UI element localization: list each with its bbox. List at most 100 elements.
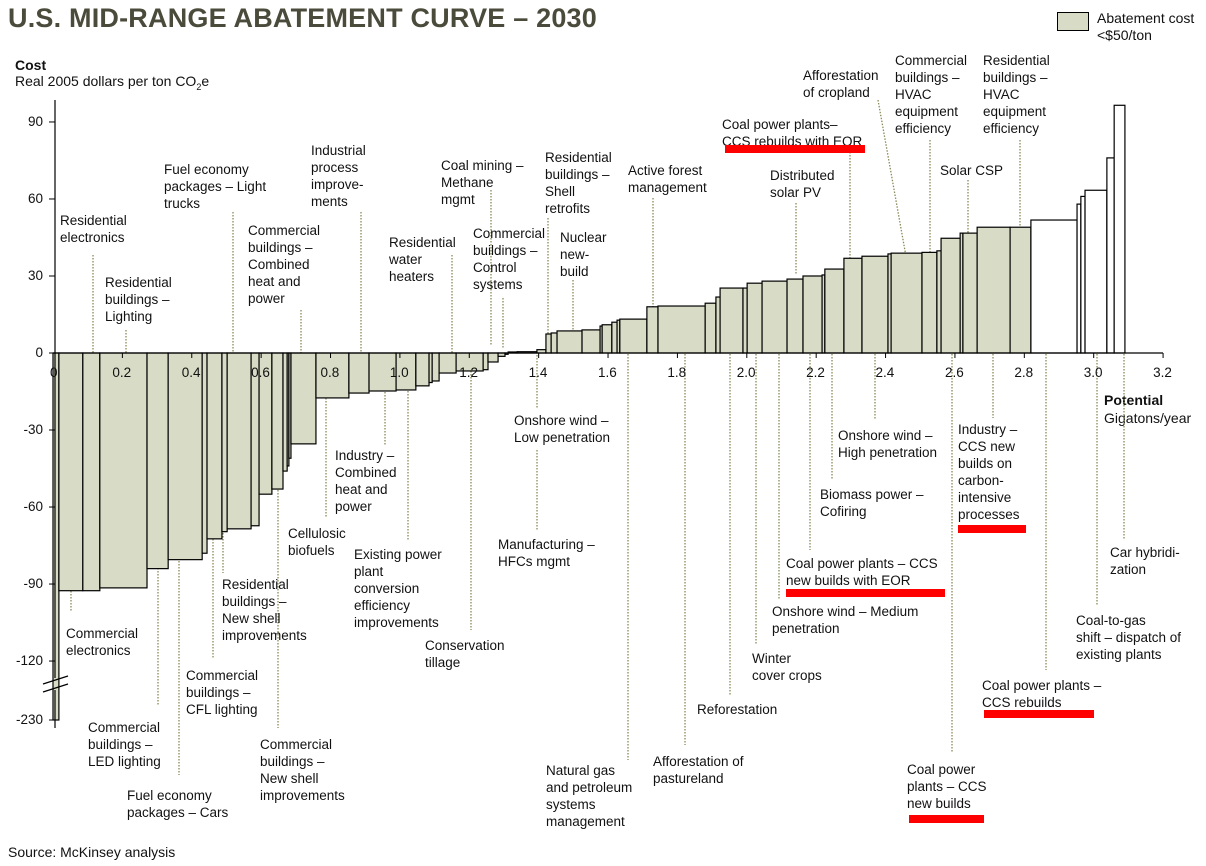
cost-bar [271,352,284,490]
bar-annotation: Afforestation of cropland [803,68,879,100]
highlight-underline [909,815,984,823]
bar-annotation: Industrial process improve- ments [311,143,366,209]
x-tick-label: 1.0 [389,365,409,380]
cost-bar [415,352,430,387]
bar-annotation: Manufacturing – HFCs mgmt [498,537,595,569]
bar-annotation: Residential buildings – HVAC equipment e… [983,53,1050,136]
x-tick-label: 1.2 [459,365,479,380]
cost-bar [761,280,788,354]
source-note: Source: McKinsey analysis [8,844,176,860]
x-tick-label: 2.0 [736,365,756,380]
bar-annotation: Commercial buildings – Combined heat and… [248,223,321,306]
cost-bar [545,333,552,354]
x-tick-label: 1.6 [598,365,617,380]
y-axis-label: Cost [15,57,47,73]
cost-bar [719,287,744,354]
x-tick-label: 0 [50,365,58,380]
bar-annotation: Reforestation [697,702,778,717]
cost-bar [482,352,489,371]
cost-bar [742,287,748,354]
x-tick-label: 1.8 [667,365,687,380]
bar-annotation: Residential electronics [60,213,127,245]
bar-annotation: Distributed solar PV [770,168,835,200]
x-axis-sublabel: Gigatons/year [1104,410,1192,426]
y-tick-label: -30 [23,422,43,437]
bar-annotation: Commercial buildings – CFL lighting [186,668,259,717]
bar-annotation: Car hybridi- zation [1110,545,1180,577]
y-tick-label: -60 [23,499,43,515]
y-axis-sublabel-main: Real 2005 dollars per ton CO [15,73,197,89]
cost-bar [431,352,440,382]
y-axis-sublabel: Real 2005 dollars per ton CO2e [15,73,209,92]
axis-break-mark [42,675,69,685]
bar-annotation: Commercial buildings – New shell improve… [260,737,345,803]
cost-bar [1030,219,1078,354]
cost-bar [58,352,84,592]
bar-annotation: Industry – Combined heat and power [335,448,397,514]
cost-bar [976,226,1011,354]
cost-bar [550,332,558,354]
legend-label: Abatement cost <$50/ton [1097,10,1195,43]
cost-bar [1113,104,1126,354]
cost-bar [201,352,208,554]
cost-bar [348,352,370,394]
bar-annotation: Active forest management [628,163,707,195]
highlight-underline [786,589,945,597]
bar-annotation: Commercial buildings – HVAC equipment ef… [895,53,968,136]
bar-annotation: Natural gas and petroleum systems manage… [546,763,633,829]
x-tick-label: 2.8 [1014,365,1034,380]
cost-bar [52,352,60,721]
x-tick-label: 2.2 [806,365,825,380]
cost-bar [611,321,618,354]
bar-annotation: Biomass power – Cofiring [820,487,924,519]
bar-annotation: Commercial buildings – LED lighting [88,720,161,769]
cost-bar [226,352,252,530]
y-axis-sublabel-subscript: 2 [196,81,202,92]
cost-bar [962,232,978,354]
highlight-underline [958,525,1026,533]
cost-bar [802,275,823,354]
x-tick-label: 0.4 [181,365,201,380]
bar-annotation: Cellulosic biofuels [288,526,346,558]
bar-annotation: Residential buildings – Lighting [105,275,172,324]
x-tick-label: 2.4 [875,365,895,380]
bar-annotation: Coal power plants – CCS new builds [907,762,987,811]
y-tick-label: -230 [15,712,43,727]
cost-bar [657,305,706,354]
bar-annotation: Afforestation of pastureland [653,754,744,786]
x-tick-label: 0.2 [112,365,132,380]
cost-bar [206,352,223,540]
bar-annotation: Conservation tillage [425,638,505,670]
x-axis-label: Potential [1104,392,1164,408]
x-tick-label: 0.8 [320,365,340,380]
y-tick-label: 0 [35,345,43,360]
y-axis-sublabel-end: e [201,73,210,89]
cost-bar [556,330,583,354]
cost-bar [167,352,203,561]
x-tick-label: 3.2 [1153,365,1172,380]
cost-bar [843,257,863,354]
x-tick-label: 2.6 [944,365,964,380]
cost-bar [786,278,804,354]
bar-annotation: Existing power plant conversion efficien… [354,547,442,630]
cost-bar [282,352,288,472]
cost-bar [936,250,942,354]
bar-annotation: Residential water heaters [389,235,456,284]
bar-annotation: Industry – CCS new builds on carbon- int… [958,422,1020,522]
cost-bar [438,352,457,374]
cost-bar [601,324,613,354]
y-tick-label: 30 [27,267,43,283]
cost-bar [921,251,938,354]
x-tick-label: 0.6 [251,365,270,380]
y-tick-label: -90 [23,576,43,592]
cost-bar [704,302,717,354]
bar-annotation: Onshore wind – Low penetration [514,413,611,445]
bar-annotation: Fuel economy packages – Light trucks [164,162,267,211]
bar-annotation: Commercial buildings – Control systems [473,226,546,292]
bar-annotation: Winter cover crops [752,651,822,683]
cost-bar [290,352,317,445]
bar-annotation: Coal power plants – CCS rebuilds [982,678,1102,710]
cost-bar [861,255,889,354]
leader-line [877,99,908,263]
